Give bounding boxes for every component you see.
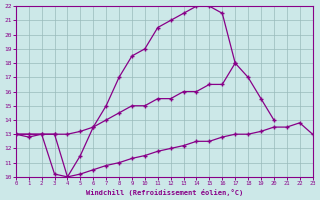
X-axis label: Windchill (Refroidissement éolien,°C): Windchill (Refroidissement éolien,°C) <box>85 189 243 196</box>
